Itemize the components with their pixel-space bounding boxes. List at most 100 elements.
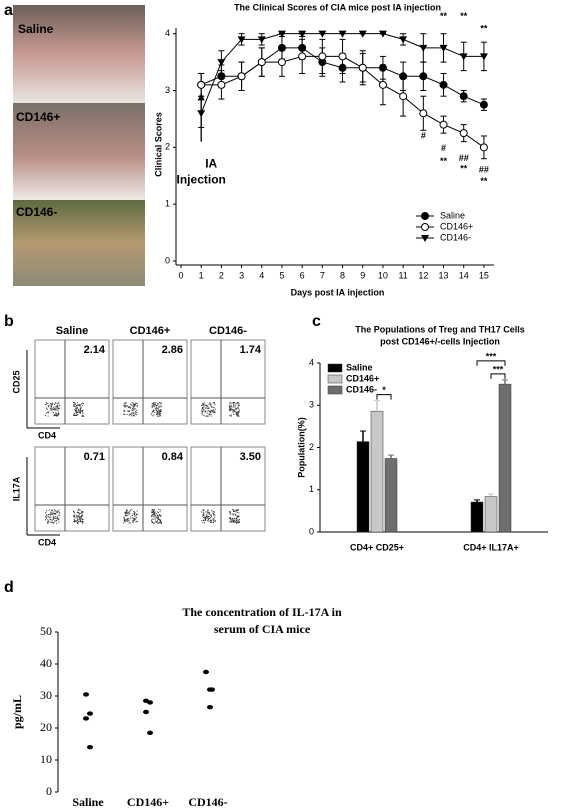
flow-dot: [81, 515, 83, 517]
flow-dot: [79, 408, 81, 410]
flow-dot: [54, 517, 56, 519]
flow-dot: [132, 412, 134, 414]
flow-dot: [47, 519, 49, 521]
flow-dot: [209, 411, 211, 413]
flow-dot: [237, 509, 239, 511]
flow-dot: [213, 411, 215, 413]
bar: [356, 441, 370, 533]
flow-dot: [152, 402, 154, 404]
flow-dot: [50, 403, 52, 405]
flow-dot: [238, 409, 240, 411]
flow-dot: [233, 514, 235, 516]
flow-dot: [124, 410, 126, 412]
flow-dot: [79, 412, 81, 414]
flow-dot: [51, 410, 53, 412]
flow-dot: [125, 519, 127, 521]
flow-dot: [154, 520, 156, 522]
flow-dot: [49, 519, 51, 521]
flow-dot: [79, 410, 81, 412]
flow-dot: [77, 409, 79, 411]
flow-y-label: IL17A: [11, 476, 21, 501]
flow-dot: [79, 404, 81, 406]
flow-dot: [212, 511, 214, 513]
flow-dot: [56, 522, 58, 524]
flow-dot: [158, 522, 160, 524]
flow-dot: [152, 511, 154, 513]
y-tick-label: 2: [165, 142, 170, 152]
flow-dot: [233, 409, 235, 411]
flow-dot: [58, 511, 60, 513]
marker: [257, 36, 266, 44]
flow-dot: [158, 512, 160, 514]
flow-dot: [212, 512, 214, 514]
flow-dot: [131, 415, 133, 417]
flow-dot: [126, 405, 128, 407]
flow-dot: [47, 522, 49, 524]
legend-swatch: [327, 374, 343, 384]
flow-dot: [203, 513, 205, 515]
flow-dot: [207, 519, 209, 521]
flow-dot: [49, 514, 51, 516]
flow-dot: [160, 411, 162, 413]
flow-dot: [154, 412, 156, 414]
flow-dot: [153, 409, 155, 411]
flow-dot: [57, 414, 59, 416]
flow-dot: [237, 410, 239, 412]
flow-dot: [53, 415, 55, 417]
flow-dot: [48, 517, 50, 519]
flow-dot: [54, 402, 56, 404]
marker: [298, 30, 307, 38]
flow-dot: [207, 510, 209, 512]
flow-dot: [206, 406, 208, 408]
flow-dot: [214, 516, 216, 518]
flow-dot: [236, 512, 238, 514]
flow-dot: [135, 413, 137, 415]
flow-dot: [136, 403, 138, 405]
x-tick-label: 0: [178, 270, 183, 280]
legend-label: Saline: [346, 362, 373, 372]
flow-dot: [127, 515, 129, 517]
flow-dot: [151, 515, 153, 517]
flow-dot: [133, 404, 135, 406]
flow-dot: [54, 520, 56, 522]
flow-dot: [54, 408, 56, 410]
flow-dot: [238, 512, 240, 514]
flow-dot: [158, 415, 160, 417]
flow-dot: [73, 403, 75, 405]
flow-dot: [238, 520, 240, 522]
flow-dot: [202, 403, 204, 405]
flow-dot: [76, 511, 78, 513]
flow-dot: [127, 513, 129, 515]
flow-dot: [73, 414, 75, 416]
flow-dot: [78, 411, 80, 413]
flow-dot: [203, 402, 205, 404]
flow-dot: [128, 410, 130, 412]
flow-dot: [57, 407, 59, 409]
marker: [358, 30, 367, 38]
flow-dot: [53, 513, 55, 515]
flow-dot: [229, 402, 231, 404]
flow-dot: [157, 411, 159, 413]
marker: [217, 59, 226, 67]
flow-dot: [134, 511, 136, 513]
flow-dot: [46, 408, 48, 410]
flow-dot: [214, 520, 216, 522]
flow-dot: [158, 409, 160, 411]
flow-dot: [123, 519, 125, 521]
flow-dot: [208, 513, 210, 515]
flow-dot: [52, 517, 54, 519]
flow-dot: [152, 513, 154, 515]
marker: [338, 30, 347, 38]
flow-dot: [53, 512, 55, 514]
flow-dot: [124, 521, 126, 523]
flow-dot: [205, 517, 207, 519]
flow-dot: [50, 406, 52, 408]
flow-dot: [77, 517, 79, 519]
flow-dot: [236, 519, 238, 521]
flow-dot: [210, 516, 212, 518]
flow-dot: [77, 515, 79, 517]
flow-dot: [205, 518, 207, 520]
flow-dot: [236, 520, 238, 522]
flow-dot: [151, 521, 153, 523]
flow-dot: [233, 513, 235, 515]
